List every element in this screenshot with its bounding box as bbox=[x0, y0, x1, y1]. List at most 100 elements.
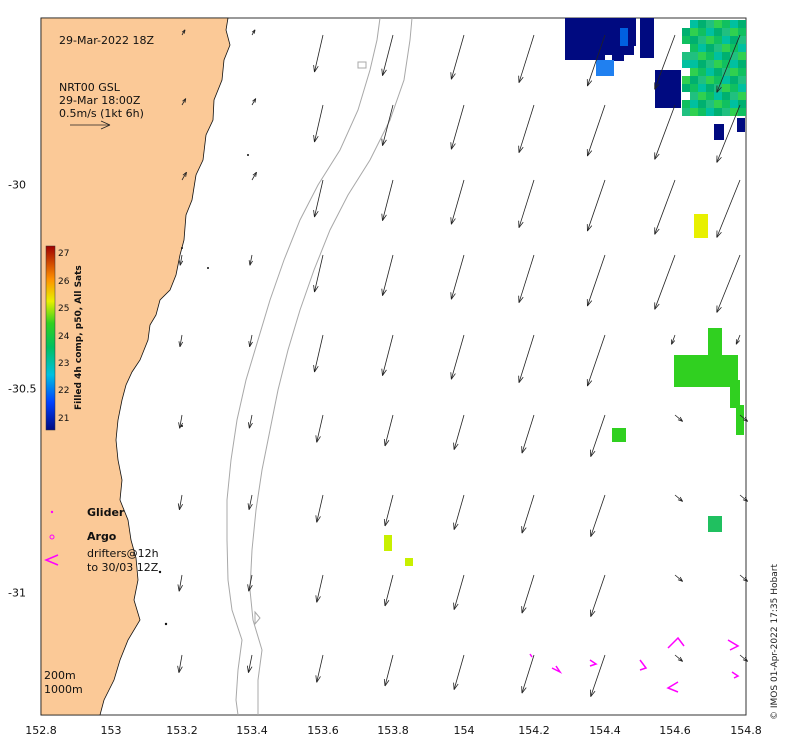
current-arrow-icon bbox=[251, 171, 257, 181]
sst-pixel bbox=[690, 92, 698, 100]
current-arrow-icon bbox=[381, 179, 394, 221]
current-arrow-icon bbox=[716, 104, 741, 163]
sst-pixel bbox=[698, 84, 706, 92]
current-arrow-icon bbox=[251, 29, 256, 36]
current-arrow-icon bbox=[735, 334, 741, 345]
sst-pixel bbox=[722, 363, 730, 371]
sst-pixel bbox=[690, 20, 698, 28]
sst-colorbar bbox=[45, 245, 56, 431]
sst-pixel bbox=[722, 371, 730, 379]
current-arrow-icon bbox=[586, 34, 606, 87]
coastline-land bbox=[40, 17, 231, 716]
colorbar-tick: 21 bbox=[58, 414, 70, 424]
scale-arrow-icon bbox=[70, 120, 111, 130]
sst-pixel bbox=[714, 84, 722, 92]
sst-pixel bbox=[655, 70, 681, 108]
current-arrow-icon bbox=[315, 654, 324, 683]
sst-pixel bbox=[682, 52, 690, 60]
sst-pixel bbox=[738, 108, 746, 116]
sst-pixel bbox=[736, 405, 744, 435]
current-arrow-icon bbox=[313, 334, 324, 373]
sst-pixel bbox=[738, 60, 746, 68]
current-arrow-icon bbox=[453, 574, 465, 610]
current-arrow-icon bbox=[453, 494, 465, 530]
sst-pixel bbox=[706, 60, 714, 68]
current-arrow-icon bbox=[590, 654, 606, 697]
sst-pixel bbox=[714, 44, 722, 52]
colorbar-title: Filled 4h comp, p50, All Sats bbox=[74, 265, 84, 410]
x-tick: 154 bbox=[453, 724, 475, 737]
sst-pixel bbox=[706, 84, 714, 92]
sst-pixel bbox=[674, 363, 682, 371]
sst-pixel bbox=[706, 100, 714, 108]
y-tick: -30.5 bbox=[8, 382, 37, 396]
sst-pixel bbox=[384, 535, 392, 551]
sst-pixel bbox=[682, 100, 690, 108]
current-arrow-icon bbox=[590, 494, 606, 537]
sst-pixel bbox=[714, 76, 722, 84]
current-arrow-icon bbox=[739, 574, 749, 582]
drifter-symbol-icon bbox=[44, 554, 59, 566]
sst-pixel bbox=[682, 371, 690, 379]
sst-pixel bbox=[738, 52, 746, 60]
sst-pixel bbox=[706, 44, 714, 52]
current-arrow-icon bbox=[518, 179, 535, 228]
sst-pixel bbox=[682, 363, 690, 371]
sst-pixel bbox=[674, 371, 682, 379]
sst-pixel bbox=[730, 44, 738, 52]
current-arrow-icon bbox=[453, 654, 465, 690]
current-arrow-icon bbox=[586, 104, 606, 157]
current-arrow-icon bbox=[450, 34, 465, 80]
colorbar-tick: 22 bbox=[58, 386, 70, 396]
sst-pixel bbox=[722, 355, 730, 363]
current-arrow-icon bbox=[716, 34, 741, 93]
current-arrow-icon bbox=[381, 334, 394, 376]
current-arrow-icon bbox=[654, 104, 676, 160]
sst-pixel bbox=[730, 92, 738, 100]
sst-pixel bbox=[690, 100, 698, 108]
current-arrow-icon bbox=[586, 334, 606, 387]
current-arrow-icon bbox=[521, 494, 535, 534]
sst-pixel bbox=[690, 363, 698, 371]
sst-pixel bbox=[738, 44, 746, 52]
sst-pixel bbox=[682, 108, 690, 116]
x-tick: 153 bbox=[100, 724, 122, 737]
drifter-track-icon bbox=[529, 653, 533, 658]
sst-pixel bbox=[698, 355, 706, 363]
sst-pixel bbox=[714, 355, 722, 363]
current-arrow-icon bbox=[181, 29, 186, 36]
sst-pixel bbox=[722, 52, 730, 60]
sst-pixel bbox=[612, 428, 626, 442]
x-tick: 154.4 bbox=[589, 724, 621, 737]
isobath-1000m bbox=[249, 17, 413, 715]
sst-pixel bbox=[730, 28, 738, 36]
sst-pixel bbox=[714, 36, 722, 44]
sst-pixel bbox=[722, 28, 730, 36]
current-arrow-icon bbox=[716, 254, 741, 313]
sst-pixel bbox=[698, 108, 706, 116]
y-tick: -31 bbox=[8, 586, 26, 600]
current-arrow-icon bbox=[521, 414, 535, 454]
isobath-lines bbox=[226, 17, 413, 716]
colorbar-tick: 23 bbox=[58, 359, 70, 369]
sst-pixel bbox=[698, 76, 706, 84]
sst-pixel bbox=[708, 516, 722, 532]
current-arrow-icon bbox=[450, 334, 465, 380]
x-tick: 154.6 bbox=[659, 724, 691, 737]
current-arrow-icon bbox=[315, 414, 324, 443]
drifter-track-icon bbox=[639, 659, 648, 671]
sst-pixel bbox=[738, 92, 746, 100]
sst-pixel bbox=[596, 18, 636, 46]
current-arrow-icon bbox=[453, 414, 465, 450]
current-arrow-icon bbox=[313, 104, 324, 143]
current-arrow-icon bbox=[671, 334, 676, 345]
current-arrow-icon bbox=[381, 254, 394, 296]
sst-pixel bbox=[714, 363, 722, 371]
current-arrow-icon bbox=[739, 494, 749, 502]
sst-pixel bbox=[730, 84, 738, 92]
current-arrow-icon bbox=[521, 574, 535, 614]
sst-pixel bbox=[722, 76, 730, 84]
legend-line3: 0.5m/s (1kt 6h) bbox=[59, 107, 144, 120]
current-arrow-icon bbox=[383, 414, 394, 447]
sst-pixel bbox=[722, 379, 730, 387]
